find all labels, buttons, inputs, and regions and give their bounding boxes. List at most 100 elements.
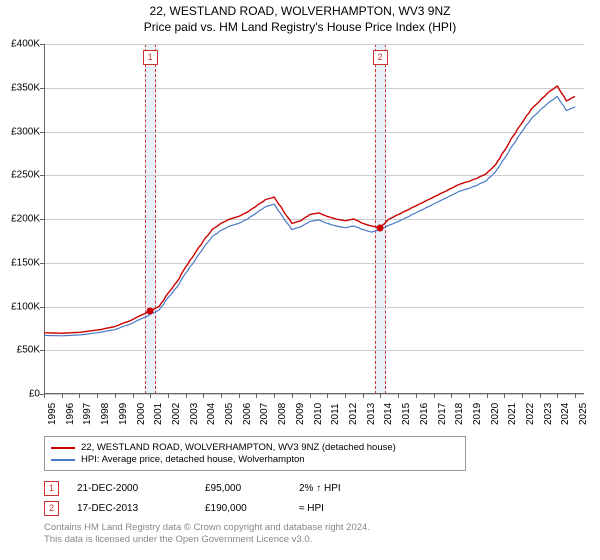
y-tick-mark — [40, 132, 44, 133]
y-tick-mark — [40, 350, 44, 351]
transaction-table: 1 21-DEC-2000 £95,000 2% ↑ HPI 2 17-DEC-… — [44, 478, 399, 518]
y-tick-mark — [40, 263, 44, 264]
x-tick-mark — [557, 394, 558, 398]
transaction-marker-dot — [146, 307, 153, 314]
y-tick-label: £200K — [0, 214, 40, 225]
callout-label: 2 — [373, 50, 388, 65]
x-tick-label: 2013 — [366, 403, 377, 425]
x-tick-label: 2010 — [313, 403, 324, 425]
x-tick-label: 2021 — [507, 403, 518, 425]
x-tick-label: 2017 — [437, 403, 448, 425]
x-tick-mark — [221, 394, 222, 398]
x-tick-label: 2000 — [136, 403, 147, 425]
series-line-property — [44, 86, 575, 333]
legend: 22, WESTLAND ROAD, WOLVERHAMPTON, WV3 9N… — [44, 436, 466, 471]
y-tick-mark — [40, 88, 44, 89]
titles: 22, WESTLAND ROAD, WOLVERHAMPTON, WV3 9N… — [0, 0, 600, 35]
x-tick-mark — [522, 394, 523, 398]
x-tick-label: 2009 — [295, 403, 306, 425]
x-tick-mark — [256, 394, 257, 398]
x-tick-label: 2005 — [224, 403, 235, 425]
y-tick-mark — [40, 175, 44, 176]
y-tick-label: £300K — [0, 126, 40, 137]
x-tick-label: 1995 — [47, 403, 58, 425]
x-tick-mark — [469, 394, 470, 398]
x-tick-mark — [451, 394, 452, 398]
transaction-price: £95,000 — [205, 483, 299, 494]
y-tick-label: £150K — [0, 257, 40, 268]
x-tick-mark — [133, 394, 134, 398]
y-tick-label: £350K — [0, 82, 40, 93]
transaction-date: 17-DEC-2013 — [77, 503, 205, 514]
legend-swatch-property — [51, 447, 75, 449]
transaction-marker-dot — [376, 224, 383, 231]
y-tick-label: £250K — [0, 170, 40, 181]
y-tick-mark — [40, 307, 44, 308]
x-tick-mark — [62, 394, 63, 398]
y-tick-mark — [40, 394, 44, 395]
chart-container: 22, WESTLAND ROAD, WOLVERHAMPTON, WV3 9N… — [0, 0, 600, 560]
table-row: 1 21-DEC-2000 £95,000 2% ↑ HPI — [44, 478, 399, 498]
x-tick-label: 2006 — [242, 403, 253, 425]
chart-plot-area: 12 — [44, 44, 584, 394]
y-tick-label: £50K — [0, 345, 40, 356]
legend-row: 22, WESTLAND ROAD, WOLVERHAMPTON, WV3 9N… — [51, 442, 459, 453]
y-tick-label: £100K — [0, 301, 40, 312]
x-tick-label: 1996 — [65, 403, 76, 425]
y-tick-mark — [40, 44, 44, 45]
x-tick-label: 2016 — [419, 403, 430, 425]
transaction-hpi: 2% ↑ HPI — [299, 483, 399, 494]
x-tick-mark — [79, 394, 80, 398]
x-tick-label: 2023 — [543, 403, 554, 425]
x-tick-label: 2011 — [330, 403, 341, 425]
x-tick-label: 1997 — [82, 403, 93, 425]
x-tick-mark — [239, 394, 240, 398]
title-sub: Price paid vs. HM Land Registry's House … — [0, 20, 600, 34]
y-tick-label: £400K — [0, 39, 40, 50]
x-tick-mark — [168, 394, 169, 398]
title-main: 22, WESTLAND ROAD, WOLVERHAMPTON, WV3 9N… — [0, 4, 600, 18]
x-tick-mark — [97, 394, 98, 398]
transaction-marker-2: 2 — [44, 501, 59, 516]
transaction-price: £190,000 — [205, 503, 299, 514]
x-tick-mark — [434, 394, 435, 398]
x-tick-label: 2022 — [525, 403, 536, 425]
x-tick-mark — [150, 394, 151, 398]
callout-label: 1 — [143, 50, 158, 65]
transaction-hpi: ≈ HPI — [299, 503, 399, 514]
x-tick-label: 2018 — [454, 403, 465, 425]
transaction-marker-1: 1 — [44, 481, 59, 496]
x-tick-mark — [274, 394, 275, 398]
legend-label-hpi: HPI: Average price, detached house, Wolv… — [81, 454, 305, 465]
x-tick-mark — [115, 394, 116, 398]
legend-label-property: 22, WESTLAND ROAD, WOLVERHAMPTON, WV3 9N… — [81, 442, 396, 453]
x-tick-label: 2002 — [171, 403, 182, 425]
x-tick-label: 2001 — [153, 403, 164, 425]
x-tick-label: 2014 — [383, 403, 394, 425]
table-row: 2 17-DEC-2013 £190,000 ≈ HPI — [44, 498, 399, 518]
x-tick-label: 2024 — [560, 403, 571, 425]
x-tick-mark — [416, 394, 417, 398]
series-line-hpi — [44, 97, 575, 336]
x-tick-label: 1999 — [118, 403, 129, 425]
x-tick-label: 2025 — [578, 403, 589, 425]
transaction-date: 21-DEC-2000 — [77, 483, 205, 494]
legend-row: HPI: Average price, detached house, Wolv… — [51, 454, 459, 465]
x-tick-mark — [380, 394, 381, 398]
x-tick-label: 2020 — [490, 403, 501, 425]
x-tick-mark — [487, 394, 488, 398]
footer-line2: This data is licensed under the Open Gov… — [44, 534, 370, 546]
x-tick-label: 2004 — [206, 403, 217, 425]
x-tick-mark — [327, 394, 328, 398]
x-tick-label: 2003 — [189, 403, 200, 425]
x-tick-mark — [363, 394, 364, 398]
x-tick-mark — [186, 394, 187, 398]
y-tick-label: £0 — [0, 389, 40, 400]
footer-line1: Contains HM Land Registry data © Crown c… — [44, 522, 370, 534]
x-tick-label: 2019 — [472, 403, 483, 425]
x-tick-mark — [504, 394, 505, 398]
x-tick-mark — [44, 394, 45, 398]
x-tick-mark — [540, 394, 541, 398]
x-tick-label: 2012 — [348, 403, 359, 425]
x-tick-mark — [398, 394, 399, 398]
